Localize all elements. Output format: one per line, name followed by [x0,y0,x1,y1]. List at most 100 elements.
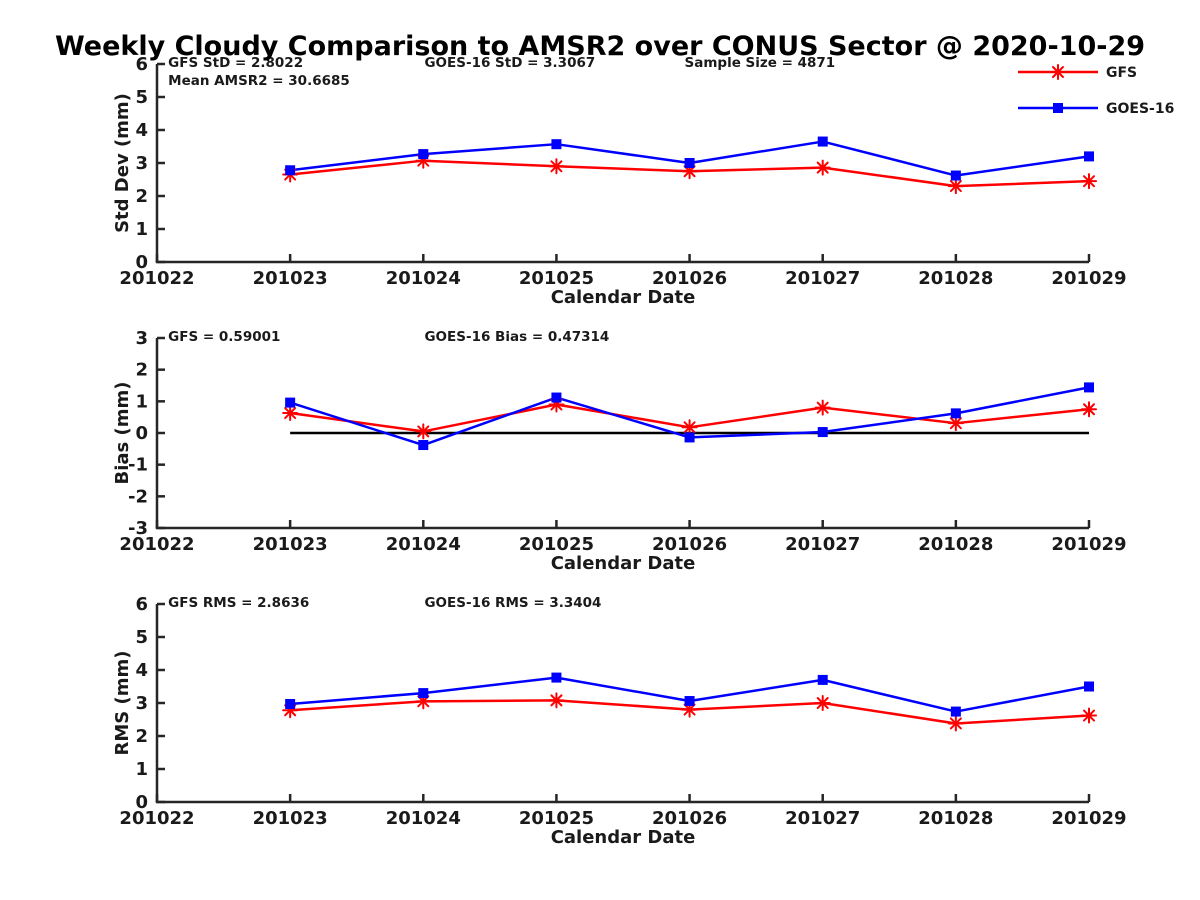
x-tick-label: 201028 [918,534,993,555]
legend-item-gfs: GFS [1018,64,1137,81]
gfs-asterisk-marker [947,715,964,732]
legend-label: GOES-16 [1106,101,1174,117]
goes16-square-marker [1084,151,1094,162]
x-tick-label: 201026 [652,268,727,289]
y-tick-label: 0 [135,792,148,813]
goes16-square-marker [1053,103,1063,113]
goes16-square-marker [817,136,828,147]
x-tick-label: 201028 [918,268,993,289]
goes16-square-marker [950,706,961,717]
goes16-square-marker [551,672,562,683]
goes16-square-marker [1084,382,1094,393]
x-tick-label: 201023 [253,534,328,555]
goes16-square-marker [1084,681,1094,692]
gfs-asterisk-marker [814,159,831,176]
gfs-asterisk-marker [548,158,565,175]
x-axis-label: Calendar Date [551,827,696,848]
x-tick-label: 201029 [1051,534,1126,555]
gfs-asterisk-marker [1081,707,1097,724]
y-tick-label: 1 [135,759,148,780]
gfs-asterisk-marker [1081,173,1097,190]
y-tick-label: 2 [135,726,148,747]
y-tick-label: 3 [135,693,148,714]
stat-annotation: GFS = 0.59001 [168,329,280,345]
gfs-asterisk-marker [681,419,698,436]
legend-item-goes-16: GOES-16 [1018,101,1174,117]
goes16-square-marker [418,688,429,699]
x-tick-label: 201027 [785,534,860,555]
goes16-square-marker [950,408,961,419]
y-tick-label: -2 [128,486,148,507]
goes16-square-marker [551,392,562,403]
goes16-square-marker [418,440,429,451]
y-tick-label: 0 [135,252,148,273]
goes16-square-marker [418,149,429,160]
goes16-square-marker [285,397,296,408]
y-axis-label: Std Dev (mm) [112,93,133,233]
gfs-asterisk-marker [282,405,299,422]
x-tick-label: 201029 [1051,808,1126,829]
x-tick-label: 201023 [253,268,328,289]
stat-annotation: GOES-16 RMS = 3.3404 [424,595,601,611]
x-axis-label: Calendar Date [551,287,696,308]
gfs-asterisk-marker [814,399,831,416]
x-tick-label: 201026 [652,808,727,829]
y-tick-label: 5 [135,87,148,108]
x-axis-label: Calendar Date [551,553,696,574]
x-tick-label: 201024 [386,808,461,829]
gfs-asterisk-marker [814,695,831,711]
legend-label: GFS [1106,65,1137,81]
goes16-square-marker [817,427,828,438]
y-tick-label: -1 [128,455,148,476]
y-tick-label: 4 [135,660,148,681]
stat-annotation: Sample Size = 4871 [685,55,836,71]
subplot-rms: 0 1 2 3 4 5 6 201022 201023 201024 201025 201026 201… [112,594,1127,848]
x-tick-label: 201022 [119,808,194,829]
y-tick-label: 6 [135,54,148,75]
y-tick-label: 0 [135,423,148,444]
gfs-asterisk-marker [947,415,964,432]
y-tick-label: -3 [128,518,148,539]
goes16-square-marker [684,696,695,707]
y-tick-label: 5 [135,627,148,648]
stat-annotation: GFS StD = 2.8022 [168,55,303,71]
goes16-square-marker [684,158,695,168]
subplot-std-dev: 0 1 2 3 4 5 6 201022 201023 201024 201025 201026 201… [112,54,1127,308]
y-axis-label: RMS (mm) [112,651,133,756]
y-tick-label: 2 [135,360,148,381]
gfs-asterisk-marker [1050,64,1066,80]
x-tick-label: 201027 [785,268,860,289]
y-tick-label: 3 [135,153,148,174]
goes16-square-marker [817,674,828,685]
y-tick-label: 4 [135,120,148,141]
x-tick-label: 201022 [119,534,194,555]
goes16-square-marker [551,139,562,150]
subplot-bias: -3 -2 -1 0 1 2 3 201022 201023 201024 201025 201026… [112,328,1127,574]
y-tick-label: 6 [135,594,148,615]
goes16-square-marker [684,432,695,443]
y-tick-label: 3 [135,328,148,349]
x-tick-label: 201027 [785,808,860,829]
x-tick-label: 201024 [386,534,461,555]
x-tick-label: 201026 [652,534,727,555]
gfs-asterisk-marker [415,423,432,440]
x-tick-label: 201022 [119,268,194,289]
x-tick-label: 201023 [253,808,328,829]
gfs-asterisk-marker [947,178,964,195]
y-tick-label: 1 [135,219,148,240]
goes16-square-marker [285,165,296,176]
y-tick-label: 1 [135,391,148,412]
legend: GFS GOES-16 [1018,64,1174,117]
x-tick-label: 201028 [918,808,993,829]
y-tick-label: 2 [135,186,148,207]
x-tick-label: 201025 [519,808,594,829]
stat-annotation: Mean AMSR2 = 30.6685 [168,73,350,89]
x-tick-label: 201029 [1051,268,1126,289]
chart-title: Weekly Cloudy Comparison to AMSR2 over C… [54,31,1146,62]
stat-annotation: GOES-16 StD = 3.3067 [424,55,595,71]
goes16-square-marker [950,170,961,181]
stat-annotation: GFS RMS = 2.8636 [168,595,309,611]
goes16-square-marker [285,698,296,709]
